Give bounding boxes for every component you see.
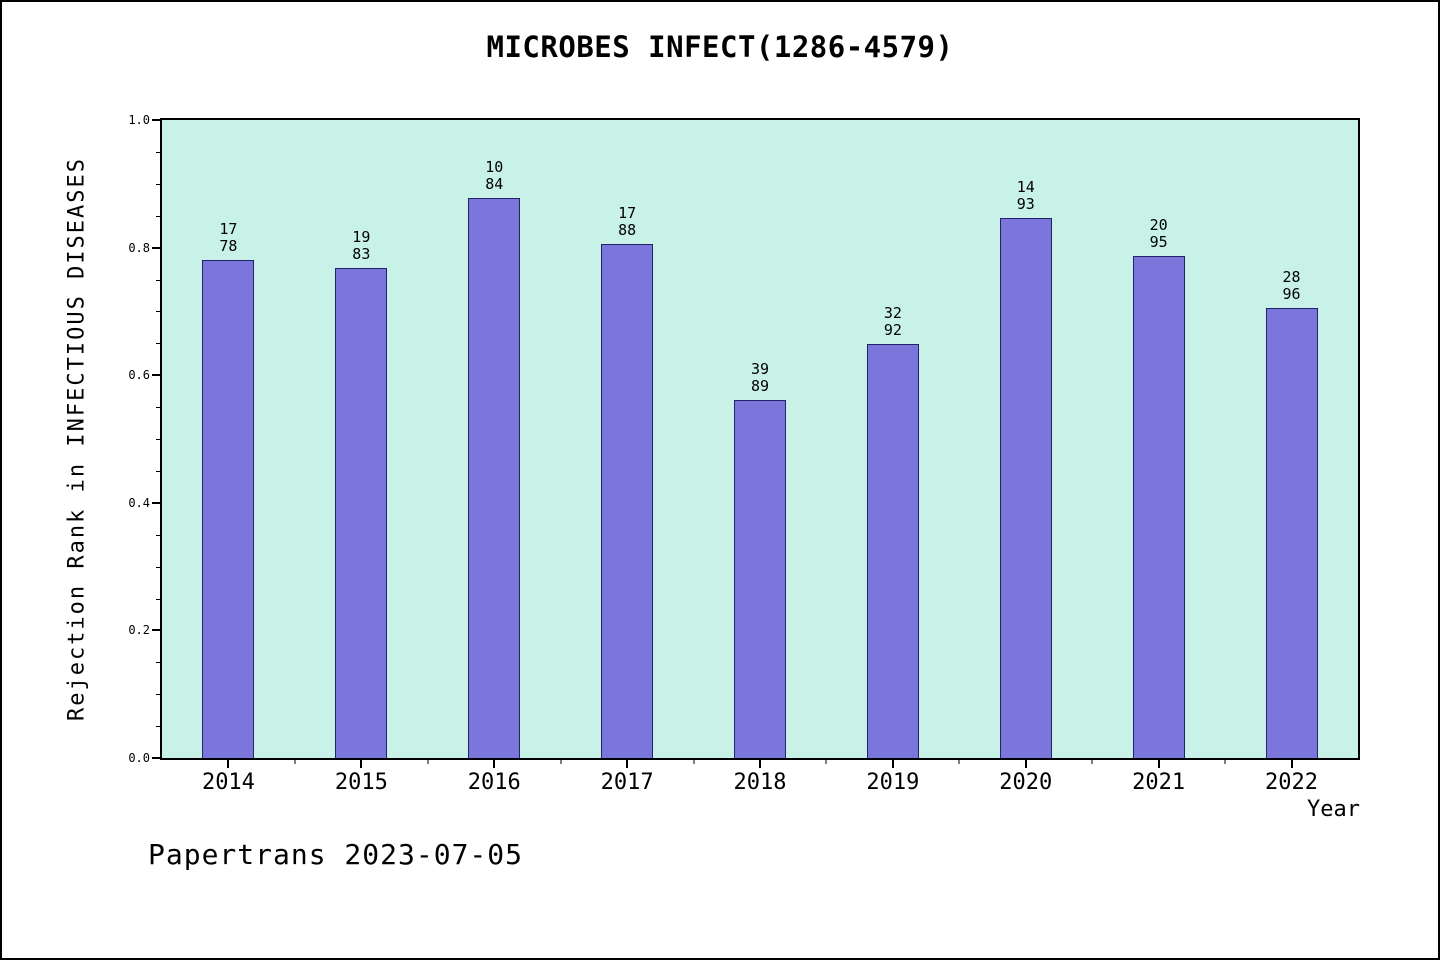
x-minor-tick-mark bbox=[1091, 760, 1093, 764]
x-tick-label: 2014 bbox=[201, 770, 255, 795]
y-minor-tick-mark bbox=[156, 694, 160, 696]
bar-value-label: 14 93 bbox=[1016, 177, 1035, 213]
y-minor-tick-mark bbox=[156, 279, 160, 281]
y-axis-label: Rejection Rank in INFECTIOUS DISEASES bbox=[64, 156, 90, 722]
x-tick-label: 2017 bbox=[600, 770, 654, 795]
bar bbox=[734, 400, 786, 758]
y-tick-mark bbox=[152, 119, 160, 121]
y-minor-tick-mark bbox=[156, 534, 160, 536]
y-minor-tick-mark bbox=[156, 566, 160, 568]
y-minor-tick-mark bbox=[156, 598, 160, 600]
y-minor-tick-mark bbox=[156, 439, 160, 440]
x-minor-tick-mark bbox=[294, 760, 296, 764]
x-tick-mark bbox=[493, 760, 496, 768]
x-tick-mark bbox=[1290, 760, 1293, 768]
y-minor-tick-mark bbox=[156, 662, 160, 664]
bar-value-label: 19 83 bbox=[352, 228, 371, 264]
y-minor-tick-mark bbox=[156, 151, 160, 153]
x-tick-mark bbox=[759, 760, 761, 768]
x-tick-mark bbox=[626, 760, 629, 768]
y-minor-tick-mark bbox=[156, 311, 160, 313]
x-tick-mark bbox=[227, 760, 230, 768]
y-minor-tick-mark bbox=[156, 726, 160, 728]
chart-title: MICROBES INFECT(1286-4579) bbox=[486, 30, 954, 64]
y-minor-tick-mark bbox=[156, 470, 160, 472]
x-tick-label: 2018 bbox=[733, 770, 787, 795]
x-tick-label: 2015 bbox=[334, 770, 388, 795]
bar-value-label: 39 89 bbox=[750, 360, 770, 396]
y-tick-label: 1.0 bbox=[128, 113, 150, 127]
y-tick-label: 0.8 bbox=[128, 240, 150, 255]
x-tick-label: 2016 bbox=[467, 770, 521, 795]
y-minor-tick-mark bbox=[156, 343, 160, 345]
x-minor-tick-mark bbox=[693, 760, 695, 764]
bar-value-label: 10 84 bbox=[485, 158, 504, 194]
bar bbox=[202, 260, 255, 758]
bar-value-label: 20 95 bbox=[1149, 215, 1168, 251]
footer-text: Papertrans 2023-07-05 bbox=[148, 838, 524, 871]
bar-value-label: 28 96 bbox=[1282, 267, 1301, 303]
y-minor-tick-mark bbox=[156, 407, 160, 409]
x-tick-label: 2019 bbox=[866, 770, 920, 795]
bar bbox=[1265, 307, 1318, 758]
bar-value-label: 17 78 bbox=[219, 220, 238, 256]
bar bbox=[866, 343, 919, 758]
y-tick-mark bbox=[152, 501, 160, 504]
y-tick-mark bbox=[152, 246, 160, 249]
y-tick-label: 0.4 bbox=[128, 495, 150, 510]
x-minor-tick-mark bbox=[958, 760, 960, 764]
x-tick-label: 2020 bbox=[999, 770, 1053, 795]
x-minor-tick-mark bbox=[560, 760, 562, 764]
bar-value-label: 32 92 bbox=[883, 303, 902, 339]
x-tick-label: 2021 bbox=[1132, 770, 1186, 795]
x-axis-label: Year bbox=[1307, 797, 1360, 822]
x-minor-tick-mark bbox=[825, 760, 827, 764]
x-tick-label: 2022 bbox=[1265, 770, 1319, 795]
bar bbox=[999, 217, 1052, 758]
y-tick-mark bbox=[152, 374, 160, 377]
bar bbox=[468, 198, 521, 758]
y-tick-label: 0.2 bbox=[128, 623, 150, 638]
y-tick-label: 0.0 bbox=[128, 751, 150, 765]
x-tick-mark bbox=[891, 760, 894, 768]
y-minor-tick-mark bbox=[156, 215, 160, 217]
bar bbox=[335, 268, 388, 758]
plot-area: 0.0 0.2 0.4 0.6 0.8 1.0 17 78 2014 19 83 2015 10 8… bbox=[128, 114, 1360, 795]
y-minor-tick-mark bbox=[156, 183, 160, 185]
x-tick-mark bbox=[1157, 760, 1160, 768]
x-tick-mark bbox=[360, 760, 363, 768]
y-tick-mark bbox=[152, 629, 160, 632]
bar-value-label: 17 88 bbox=[618, 204, 637, 240]
bar bbox=[601, 244, 654, 758]
y-tick-label: 0.6 bbox=[128, 368, 150, 383]
x-tick-mark bbox=[1024, 760, 1027, 768]
x-minor-tick-mark bbox=[427, 760, 429, 764]
bar bbox=[1132, 255, 1185, 758]
y-tick-mark bbox=[152, 757, 160, 759]
x-minor-tick-mark bbox=[1224, 760, 1226, 764]
